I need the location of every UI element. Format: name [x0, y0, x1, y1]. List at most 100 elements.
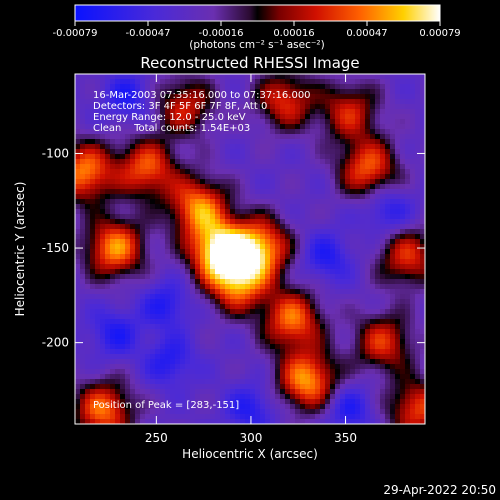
- heatmap-cell: [215, 209, 221, 215]
- heatmap-cell: [305, 354, 311, 360]
- heatmap-cell: [260, 144, 266, 150]
- heatmap-cell: [270, 354, 276, 360]
- heatmap-cell: [330, 154, 336, 160]
- heatmap-cell: [415, 214, 421, 220]
- heatmap-cell: [250, 89, 256, 95]
- heatmap-cell: [320, 209, 326, 215]
- heatmap-cell: [285, 239, 291, 245]
- heatmap-cell: [370, 234, 376, 240]
- footer-timestamp: 29-Apr-2022 20:50: [383, 483, 496, 497]
- heatmap-cell: [330, 114, 336, 120]
- heatmap-cell: [110, 309, 116, 315]
- heatmap-cell: [210, 304, 216, 310]
- heatmap-cell: [165, 189, 171, 195]
- heatmap-cell: [170, 144, 176, 150]
- heatmap-cell: [150, 139, 156, 145]
- heatmap-cell: [170, 244, 176, 250]
- heatmap-cell: [180, 109, 186, 115]
- heatmap-cell: [90, 199, 96, 205]
- heatmap-cell: [365, 284, 371, 290]
- heatmap-cell: [285, 364, 291, 370]
- heatmap-cell: [410, 274, 416, 280]
- heatmap-cell: [225, 129, 231, 135]
- heatmap-cell: [95, 344, 101, 350]
- heatmap-cell: [210, 144, 216, 150]
- heatmap-cell: [150, 189, 156, 195]
- heatmap-cell: [315, 229, 321, 235]
- heatmap-cell: [100, 294, 106, 300]
- heatmap-cell: [245, 274, 251, 280]
- heatmap-cell: [105, 74, 111, 80]
- heatmap-cell: [240, 199, 246, 205]
- heatmap-cell: [215, 359, 221, 365]
- heatmap-cell: [125, 389, 131, 395]
- heatmap-cell: [100, 289, 106, 295]
- heatmap-cell: [330, 179, 336, 185]
- heatmap-cell: [380, 99, 386, 105]
- heatmap-cell: [90, 224, 96, 230]
- heatmap-cell: [205, 104, 211, 110]
- heatmap-cell: [95, 259, 101, 265]
- heatmap-cell: [290, 404, 296, 410]
- heatmap-cell: [265, 199, 271, 205]
- heatmap-cell: [355, 169, 361, 175]
- heatmap-cell: [370, 104, 376, 110]
- heatmap-cell: [225, 254, 231, 260]
- heatmap-cell: [360, 109, 366, 115]
- heatmap-cell: [275, 309, 281, 315]
- heatmap-cell: [410, 94, 416, 100]
- heatmap-cell: [285, 149, 291, 155]
- heatmap-cell: [395, 99, 401, 105]
- heatmap-cell: [140, 179, 146, 185]
- heatmap-cell: [80, 314, 86, 320]
- heatmap-cell: [310, 259, 316, 265]
- heatmap-cell: [330, 309, 336, 315]
- heatmap-cell: [285, 419, 291, 424]
- heatmap-cell: [295, 309, 301, 315]
- heatmap-cell: [165, 99, 171, 105]
- heatmap-cell: [295, 229, 301, 235]
- heatmap-cell: [255, 84, 261, 90]
- heatmap-cell: [245, 144, 251, 150]
- heatmap-cell: [240, 289, 246, 295]
- heatmap-cell: [370, 394, 376, 400]
- heatmap-cell: [235, 239, 241, 245]
- heatmap-cell: [245, 74, 251, 80]
- heatmap-cell: [180, 74, 186, 80]
- heatmap-cell: [170, 99, 176, 105]
- heatmap-cell: [315, 249, 321, 255]
- heatmap-cell: [120, 184, 126, 190]
- heatmap-cell: [420, 304, 425, 310]
- heatmap-cell: [145, 309, 151, 315]
- heatmap-cell: [395, 349, 401, 355]
- heatmap-cell: [320, 414, 326, 420]
- heatmap-cell: [405, 134, 411, 140]
- heatmap-cell: [255, 124, 261, 130]
- heatmap-cell: [155, 379, 161, 385]
- heatmap-cell: [95, 249, 101, 255]
- heatmap-cell: [345, 194, 351, 200]
- heatmap-cell: [290, 354, 296, 360]
- heatmap-cell: [85, 344, 91, 350]
- heatmap-cell: [345, 209, 351, 215]
- heatmap-cell: [190, 309, 196, 315]
- heatmap-cell: [160, 244, 166, 250]
- heatmap-cell: [185, 389, 191, 395]
- heatmap-cell: [280, 239, 286, 245]
- heatmap-cell: [125, 359, 131, 365]
- heatmap-cell: [395, 374, 401, 380]
- heatmap-cell: [160, 234, 166, 240]
- heatmap-cell: [115, 349, 121, 355]
- heatmap-cell: [170, 74, 176, 80]
- heatmap-cell: [385, 129, 391, 135]
- heatmap-cell: [340, 204, 346, 210]
- heatmap-cell: [415, 354, 421, 360]
- heatmap-cell: [75, 219, 81, 225]
- heatmap-cell: [80, 244, 86, 250]
- heatmap-cell: [395, 294, 401, 300]
- heatmap-cell: [105, 179, 111, 185]
- heatmap-cell: [360, 189, 366, 195]
- heatmap-cell: [330, 224, 336, 230]
- heatmap-cell: [120, 219, 126, 225]
- heatmap-cell: [395, 384, 401, 390]
